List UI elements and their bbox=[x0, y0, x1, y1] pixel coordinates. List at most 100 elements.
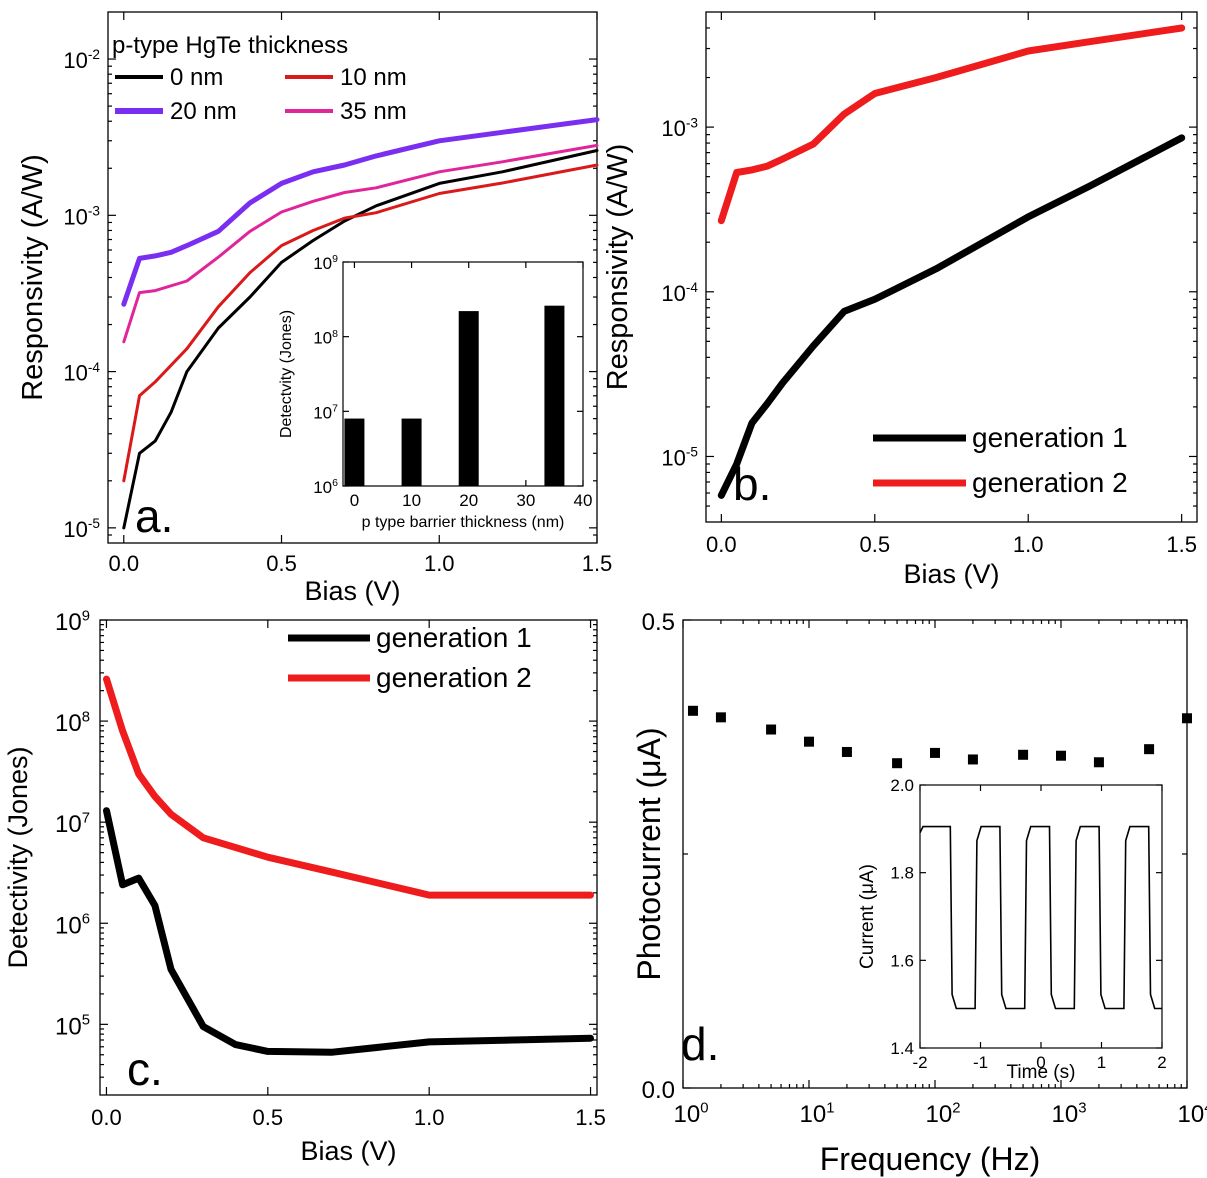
legend-label: 35 nm bbox=[340, 98, 407, 125]
inset-y-tick-label-exp: 8 bbox=[332, 328, 338, 340]
legend-label: 20 nm bbox=[170, 98, 237, 125]
y-tick-label: 108 bbox=[55, 709, 90, 737]
y-tick-label: 105 bbox=[55, 1013, 90, 1041]
data-point bbox=[930, 747, 940, 758]
x-tick-label: 104 bbox=[1178, 1100, 1207, 1128]
data-point bbox=[967, 754, 978, 765]
inset-x-axis-label: p type barrier thickness (nm) bbox=[362, 514, 565, 531]
series-line-20-nm bbox=[121, 117, 600, 307]
series-line-gen2 bbox=[103, 675, 594, 899]
x-tick-label: 102 bbox=[926, 1100, 961, 1128]
y-tick-label: 10-5 bbox=[63, 516, 100, 542]
x-tick-label: 1.5 bbox=[582, 551, 613, 576]
y-tick-label-exp: -5 bbox=[88, 516, 100, 531]
x-tick-label: 101 bbox=[800, 1100, 835, 1128]
x-tick-label-base: 10 bbox=[800, 1101, 827, 1128]
inset-x-tick-label: 10 bbox=[402, 491, 421, 510]
y-axis-label: Responsivity (A/W) bbox=[602, 144, 634, 391]
legend-label: generation 1 bbox=[376, 622, 532, 653]
plot-frame bbox=[705, 11, 1198, 523]
x-tick-label: 1.0 bbox=[1013, 532, 1044, 557]
data-point bbox=[841, 746, 852, 757]
y-tick-label-base: 10 bbox=[63, 48, 87, 73]
x-tick-label: 0.5 bbox=[859, 532, 890, 557]
inset-x-tick-label: 2 bbox=[1157, 1053, 1166, 1072]
inset-x-tick-label: 1 bbox=[1097, 1053, 1106, 1072]
inset-x-tick-label: 0 bbox=[1036, 1053, 1045, 1072]
x-axis-label: Bias (V) bbox=[903, 559, 999, 589]
inset-bar bbox=[544, 305, 565, 486]
inset-x-tick-label: -2 bbox=[912, 1053, 927, 1072]
series-line-35-nm bbox=[122, 143, 599, 344]
y-tick-label: 10-2 bbox=[63, 47, 100, 73]
y-tick-label: 10-4 bbox=[63, 360, 100, 386]
x-tick-label: 0.0 bbox=[706, 532, 737, 557]
inset-y-tick-label: 2.0 bbox=[890, 776, 914, 795]
y-tick-label-exp: 7 bbox=[82, 811, 90, 827]
inset-bar bbox=[344, 418, 365, 486]
x-axis-label: Frequency (Hz) bbox=[820, 1141, 1041, 1177]
y-tick-label-exp: -4 bbox=[88, 360, 101, 375]
y-tick-label-base: 10 bbox=[63, 204, 87, 229]
inset-y-tick-label: 106 bbox=[313, 477, 338, 497]
data-point bbox=[804, 736, 814, 747]
inset-y-tick-label-base: 10 bbox=[313, 478, 332, 497]
legend-label: generation 2 bbox=[972, 467, 1128, 498]
y-tick-label-base: 10 bbox=[55, 912, 82, 939]
y-tick-label-exp: -2 bbox=[88, 47, 100, 62]
inset-x-axis-label: Time (s) bbox=[1007, 1062, 1076, 1083]
x-tick-label-exp: 3 bbox=[1078, 1100, 1086, 1116]
y-tick-label: 107 bbox=[55, 811, 90, 839]
x-tick-label-exp: 2 bbox=[952, 1100, 960, 1116]
y-tick-label-base: 10 bbox=[63, 517, 87, 542]
panel-d: 0.00.5100101102103104Frequency (Hz)Photo… bbox=[631, 609, 1207, 1177]
inset-x-tick-label: 40 bbox=[574, 491, 593, 510]
inset-x-tick-label: 30 bbox=[516, 491, 535, 510]
y-tick-label: 109 bbox=[55, 608, 90, 636]
series-line-10-nm bbox=[122, 163, 599, 483]
y-tick-label: 0.0 bbox=[642, 1077, 675, 1104]
panel-label: a. bbox=[135, 490, 173, 542]
inset-y-tick-label: 108 bbox=[313, 328, 338, 348]
inset-y-tick-label-exp: 7 bbox=[332, 403, 338, 415]
inset-frame bbox=[919, 784, 1163, 1049]
x-tick-label-base: 10 bbox=[1052, 1101, 1079, 1128]
x-tick-label: 1.5 bbox=[575, 1105, 606, 1130]
inset-pulse-trace bbox=[919, 825, 1162, 1010]
x-tick-label: 100 bbox=[674, 1100, 709, 1128]
inset-x-tick-label: 20 bbox=[459, 491, 478, 510]
panel-label: d. bbox=[681, 1018, 719, 1070]
legend-label: generation 1 bbox=[972, 422, 1128, 453]
data-point bbox=[1018, 749, 1029, 760]
x-tick-label: 1.0 bbox=[414, 1105, 445, 1130]
inset-bar bbox=[401, 418, 422, 486]
plot-frame bbox=[99, 619, 598, 1096]
inset-y-tick-label-exp: 6 bbox=[332, 477, 338, 489]
x-tick-label: 0.0 bbox=[91, 1105, 122, 1130]
y-axis-label: Detectivity (Jones) bbox=[3, 746, 33, 968]
x-tick-label: 0.5 bbox=[266, 551, 297, 576]
inset-bar bbox=[458, 311, 479, 486]
x-tick-label: 1.5 bbox=[1166, 532, 1197, 557]
y-tick-label-exp: -4 bbox=[686, 280, 699, 295]
series-line-gen1 bbox=[103, 807, 594, 1056]
data-point bbox=[892, 758, 903, 769]
y-tick-label: 106 bbox=[55, 912, 90, 940]
inset-y-tick-label: 109 bbox=[313, 253, 338, 273]
inset-y-tick-label: 1.6 bbox=[890, 951, 914, 970]
series-line-0-nm bbox=[122, 149, 599, 530]
x-tick-label-base: 10 bbox=[1178, 1101, 1205, 1128]
y-tick-label-base: 10 bbox=[63, 361, 87, 386]
x-tick-label-exp: 1 bbox=[826, 1100, 834, 1116]
x-tick-label: 0.0 bbox=[108, 551, 139, 576]
inset-y-tick-label: 1.4 bbox=[890, 1039, 914, 1058]
data-point bbox=[1144, 744, 1155, 755]
panel-label: c. bbox=[127, 1043, 163, 1095]
inset-y-axis-label: Detectvity (Jones) bbox=[278, 310, 295, 438]
panel-label: b. bbox=[733, 458, 771, 510]
y-axis-label: Photocurrent (μA) bbox=[631, 727, 667, 980]
